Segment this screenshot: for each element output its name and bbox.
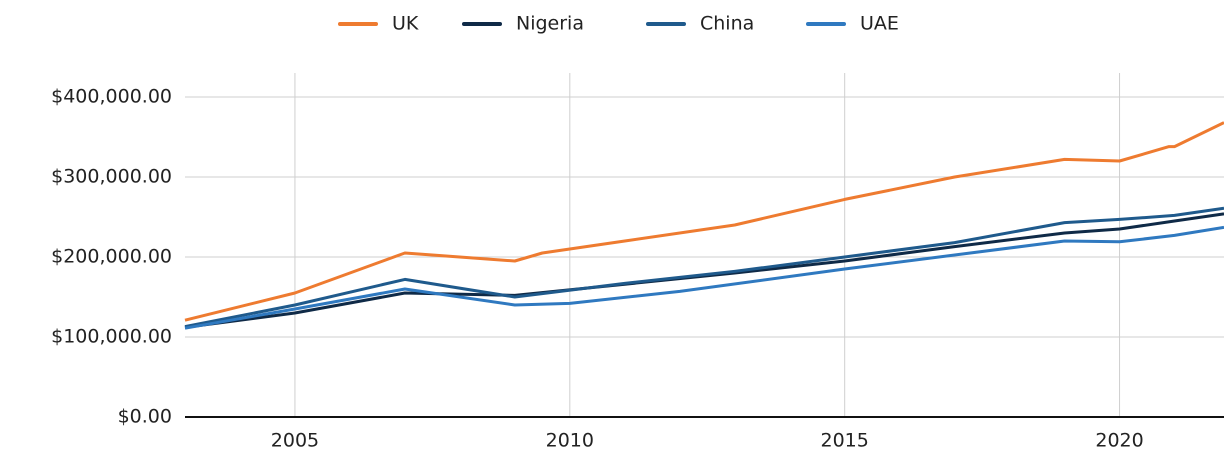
series-line [184,225,1224,330]
y-tick-label: $200,000.00 [51,246,172,268]
x-tick-label: 2020 [1095,430,1143,452]
y-tick-label: $300,000.00 [51,166,172,188]
legend-label: UAE [860,13,899,35]
series-line [184,121,1224,322]
x-tick-label: 2005 [271,430,319,452]
y-tick-label: $0.00 [118,406,172,428]
legend-label: UK [392,13,419,35]
legend-label: Nigeria [516,13,584,35]
y-tick-label: $100,000.00 [51,326,172,348]
x-tick-label: 2010 [546,430,594,452]
legend-label: China [700,13,754,35]
series-line [184,212,1224,329]
series-line [184,206,1224,329]
x-tick-label: 2015 [821,430,869,452]
y-tick-label: $400,000.00 [51,86,172,108]
